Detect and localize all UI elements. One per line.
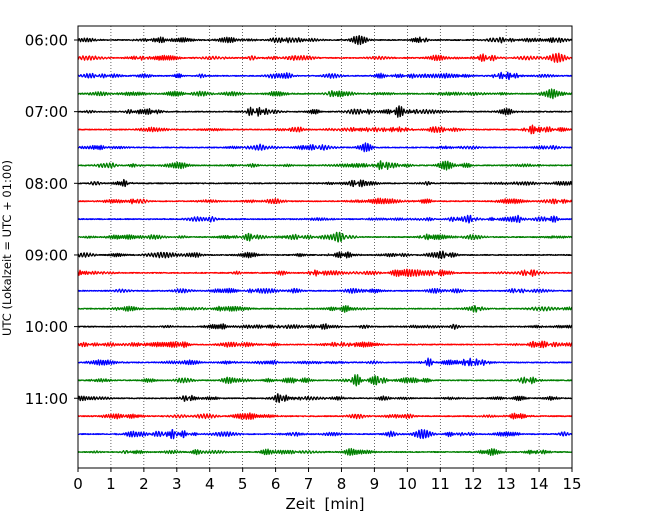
trace-10:45 (77, 374, 573, 387)
x-tick-label: 11 (431, 475, 450, 493)
trace-09:30 (77, 287, 573, 294)
trace-10:00 (77, 323, 573, 330)
trace-11:00 (77, 393, 573, 404)
y-tick-label: 11:00 (25, 390, 68, 408)
y-tick-label: 06:00 (25, 32, 68, 50)
x-tick-label: 13 (497, 475, 516, 493)
x-tick-label: 6 (271, 475, 281, 493)
plot-frame (77, 25, 573, 469)
trace-09:15 (77, 268, 573, 278)
seismogram-traces (77, 35, 573, 457)
x-tick-label: 10 (398, 475, 417, 493)
x-tick-label: 7 (304, 475, 314, 493)
trace-07:00 (77, 105, 573, 118)
y-axis-ticks: 06:00 07:00 08:00 09:00 10:00 11:00 (25, 32, 78, 408)
x-tick-label: 0 (73, 475, 83, 493)
x-tick-label: 9 (370, 475, 380, 493)
y-axis-label: UTC (Lokalzeit = UTC + 01:00) (0, 160, 14, 336)
x-tick-label: 12 (464, 475, 483, 493)
trace-08:15 (77, 197, 573, 205)
x-axis-label: Zeit [min] (285, 495, 364, 513)
x-tick-label: 2 (139, 475, 149, 493)
trace-07:15 (77, 124, 573, 135)
trace-07:45 (77, 160, 573, 171)
y-tick-label: 07:00 (25, 103, 68, 121)
trace-11:15 (77, 412, 573, 421)
trace-06:00 (77, 35, 573, 46)
trace-09:45 (77, 304, 573, 313)
trace-06:30 (77, 71, 573, 81)
trace-08:30 (77, 214, 573, 224)
trace-06:45 (77, 88, 573, 100)
trace-08:45 (77, 231, 573, 243)
x-axis-ticks: 0 1 2 3 4 5 6 7 8 9 10 11 12 13 14 15 (73, 468, 582, 493)
trace-06:15 (77, 52, 573, 63)
x-tick-label: 1 (106, 475, 116, 493)
y-tick-label: 10:00 (25, 318, 68, 336)
x-tick-label: 5 (238, 475, 248, 493)
trace-11:30 (77, 428, 573, 440)
x-tick-label: 3 (172, 475, 182, 493)
trace-08:00 (77, 178, 573, 188)
trace-07:30 (77, 142, 573, 153)
trace-11:45 (77, 447, 573, 457)
y-tick-label: 08:00 (25, 175, 68, 193)
y-tick-label: 09:00 (25, 246, 68, 264)
x-tick-label: 14 (530, 475, 549, 493)
x-tick-label: 4 (205, 475, 215, 493)
trace-09:00 (77, 250, 573, 260)
trace-10:15 (77, 340, 573, 349)
trace-10:30 (77, 357, 573, 367)
x-tick-label: 8 (337, 475, 347, 493)
x-tick-label: 15 (562, 475, 581, 493)
